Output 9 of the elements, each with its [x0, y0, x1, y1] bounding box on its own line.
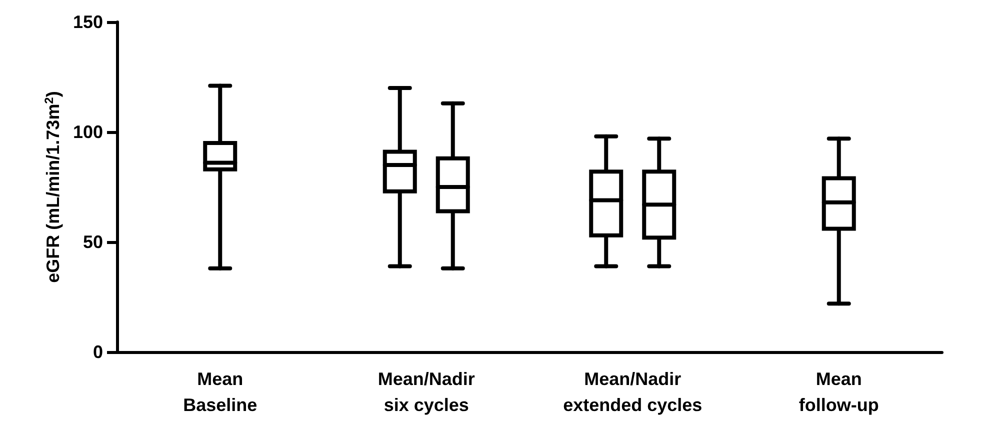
- x-tick-label: Mean/Nadir extended cycles: [563, 369, 702, 415]
- x-tick-label: Mean follow-up: [798, 369, 879, 415]
- x-tick-label: Mean Baseline: [183, 369, 258, 415]
- y-tick-label: 100: [72, 122, 103, 142]
- y-tick-label: 150: [72, 12, 103, 32]
- y-tick-label: 50: [82, 232, 103, 252]
- y-axis-title: eGFR (mL/min/1.73m2): [42, 91, 64, 283]
- x-tick-label: Mean/Nadir six cycles: [378, 369, 475, 415]
- y-tick-label: 0: [92, 342, 103, 362]
